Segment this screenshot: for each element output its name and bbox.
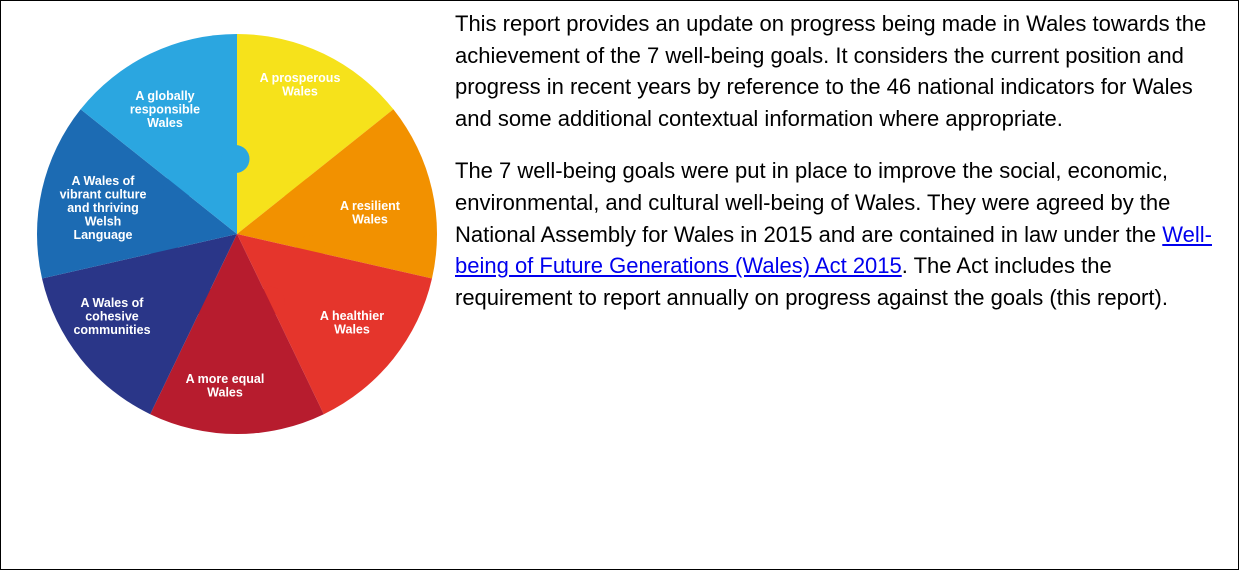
puzzle-knob: [222, 145, 250, 173]
goal-label-line: A globally: [135, 89, 194, 103]
goal-label-line: Wales: [282, 85, 318, 99]
paragraph-text: The 7 well-being goals were put in place…: [455, 158, 1170, 246]
goal-label-line: A Wales of: [72, 174, 136, 188]
goal-label-line: A more equal: [186, 372, 265, 386]
goal-label-line: Welsh: [85, 215, 122, 229]
goal-label-line: Wales: [352, 213, 388, 227]
goal-label-line: and thriving: [67, 201, 139, 215]
goal-label-line: A Wales of: [81, 296, 145, 310]
goal-label-line: cohesive: [85, 310, 139, 324]
goal-label-line: Wales: [207, 386, 243, 400]
paragraph: The 7 well-being goals were put in place…: [455, 155, 1227, 313]
paragraph: This report provides an update on progre…: [455, 8, 1227, 134]
goal-label-line: Wales: [334, 323, 370, 337]
goal-label-line: vibrant culture: [60, 188, 147, 202]
goal-label-line: communities: [73, 323, 150, 337]
goal-label-line: A prosperous: [260, 71, 341, 85]
goal-label-line: responsible: [130, 103, 200, 117]
goal-label-line: Language: [73, 228, 132, 242]
goal-label-line: A resilient: [340, 199, 401, 213]
goal-label-line: A healthier: [320, 309, 384, 323]
paragraph-text: This report provides an update on progre…: [455, 11, 1206, 131]
goal-label-line: Wales: [147, 116, 183, 130]
body-text: This report provides an update on progre…: [455, 8, 1227, 334]
page: A prosperousWalesA resilientWalesA healt…: [0, 0, 1241, 558]
